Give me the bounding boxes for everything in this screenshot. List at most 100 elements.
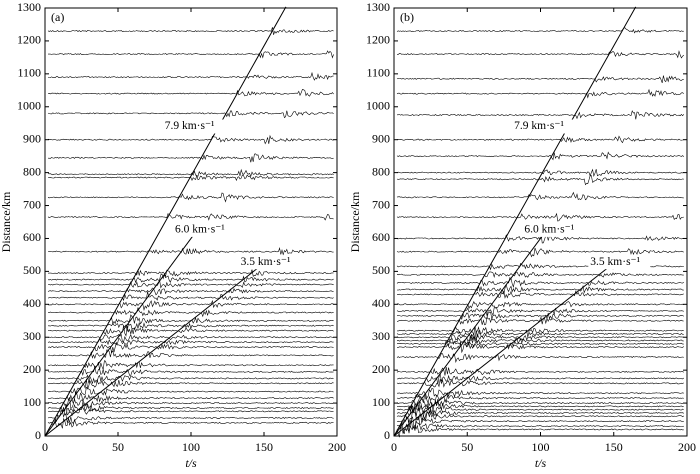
trace — [396, 168, 684, 178]
y-tick-label: 500 — [372, 263, 390, 277]
x-tick-label: 200 — [328, 440, 346, 454]
trace — [396, 419, 684, 435]
trace — [396, 326, 684, 336]
trace — [396, 378, 684, 388]
trace — [47, 386, 334, 396]
trace — [47, 27, 334, 35]
y-tick-label: 900 — [23, 131, 41, 145]
y-tick-label: 100 — [372, 395, 390, 409]
y-tick-label: 1000 — [366, 99, 390, 113]
y-tick-label: 600 — [372, 230, 390, 244]
y-tick-label: 200 — [372, 362, 390, 376]
label-bg — [238, 255, 301, 270]
trace — [396, 373, 684, 385]
trace — [47, 337, 334, 346]
trace — [396, 75, 684, 83]
trace — [396, 339, 684, 348]
y-tick-label: 400 — [372, 296, 390, 310]
y-tick-label: 900 — [372, 131, 390, 145]
trace — [396, 283, 684, 295]
velocity-line — [44, 6, 287, 437]
trace — [396, 422, 684, 438]
trace — [47, 306, 334, 318]
y-tick-label: 1100 — [17, 66, 41, 80]
trace — [47, 374, 334, 384]
y-tick-label: 1200 — [366, 33, 390, 47]
velocity-label: 7.9 km·s⁻¹ — [165, 120, 215, 132]
trace — [47, 341, 334, 354]
trace — [47, 287, 334, 296]
label-bg — [522, 222, 585, 237]
trace — [47, 360, 334, 371]
y-tick-label: 1300 — [366, 0, 390, 14]
y-axis-label: Distance/km — [0, 191, 13, 252]
trace — [396, 277, 684, 288]
trace — [48, 153, 334, 163]
y-tick-label: 200 — [23, 362, 41, 376]
x-tick-label: 0 — [391, 440, 397, 454]
velocity-label: 6.0 km·s⁻¹ — [175, 224, 225, 236]
x-tick-label: 200 — [678, 440, 696, 454]
trace — [47, 89, 334, 97]
trace — [396, 135, 684, 144]
velocity-line — [393, 6, 637, 437]
y-tick-label: 800 — [23, 164, 41, 178]
trace — [396, 333, 684, 342]
y-tick-label: 800 — [372, 164, 390, 178]
trace — [396, 271, 684, 278]
trace — [48, 50, 334, 59]
trace — [47, 134, 334, 145]
x-tick-label: 100 — [532, 440, 550, 454]
y-tick-label: 100 — [23, 395, 41, 409]
velocity-label: 3.5 km·s⁻¹ — [241, 256, 291, 268]
trace — [47, 378, 334, 390]
trace — [397, 110, 685, 120]
trace — [47, 333, 334, 343]
y-tick-label: 700 — [372, 197, 390, 211]
trace — [47, 247, 334, 256]
velocity-label: 3.5 km·s⁻¹ — [590, 256, 640, 268]
label-bg — [588, 255, 651, 270]
y-tick-label: 1200 — [17, 33, 41, 47]
label-bg — [172, 222, 235, 237]
trace — [47, 402, 334, 416]
panel: 0100200300400500600700800900100011001200… — [0, 0, 346, 470]
velocity-line — [44, 262, 265, 437]
velocity-line — [393, 228, 549, 437]
trace — [396, 88, 684, 99]
trace — [47, 273, 334, 284]
trace — [47, 397, 334, 409]
trace — [397, 388, 684, 400]
trace — [396, 50, 685, 59]
y-tick-label: 0 — [384, 428, 390, 442]
x-tick-label: 0 — [42, 440, 48, 454]
trace — [47, 417, 334, 429]
velocity-label: 7.9 km·s⁻¹ — [514, 120, 564, 132]
trace — [396, 175, 684, 186]
trace — [396, 329, 684, 340]
y-tick-label: 1300 — [17, 0, 41, 14]
y-tick-label: 400 — [23, 296, 41, 310]
x-tick-label: 50 — [112, 440, 124, 454]
trace — [396, 415, 684, 429]
trace — [396, 307, 684, 316]
label-bg — [512, 119, 575, 134]
trace — [47, 110, 334, 119]
y-tick-label: 1100 — [366, 66, 390, 80]
y-tick-label: 300 — [372, 329, 390, 343]
trace — [396, 402, 684, 415]
y-tick-label: 300 — [23, 329, 41, 343]
panel-label: (b) — [400, 10, 414, 24]
trace — [47, 280, 334, 289]
y-tick-label: 1000 — [17, 99, 41, 113]
trace — [396, 311, 684, 321]
trace — [47, 410, 334, 424]
trace — [47, 407, 334, 417]
x-tick-label: 100 — [182, 440, 200, 454]
trace — [47, 291, 334, 302]
trace — [47, 299, 334, 311]
trace — [396, 247, 684, 258]
y-tick-label: 600 — [23, 230, 41, 244]
trace — [47, 71, 334, 81]
